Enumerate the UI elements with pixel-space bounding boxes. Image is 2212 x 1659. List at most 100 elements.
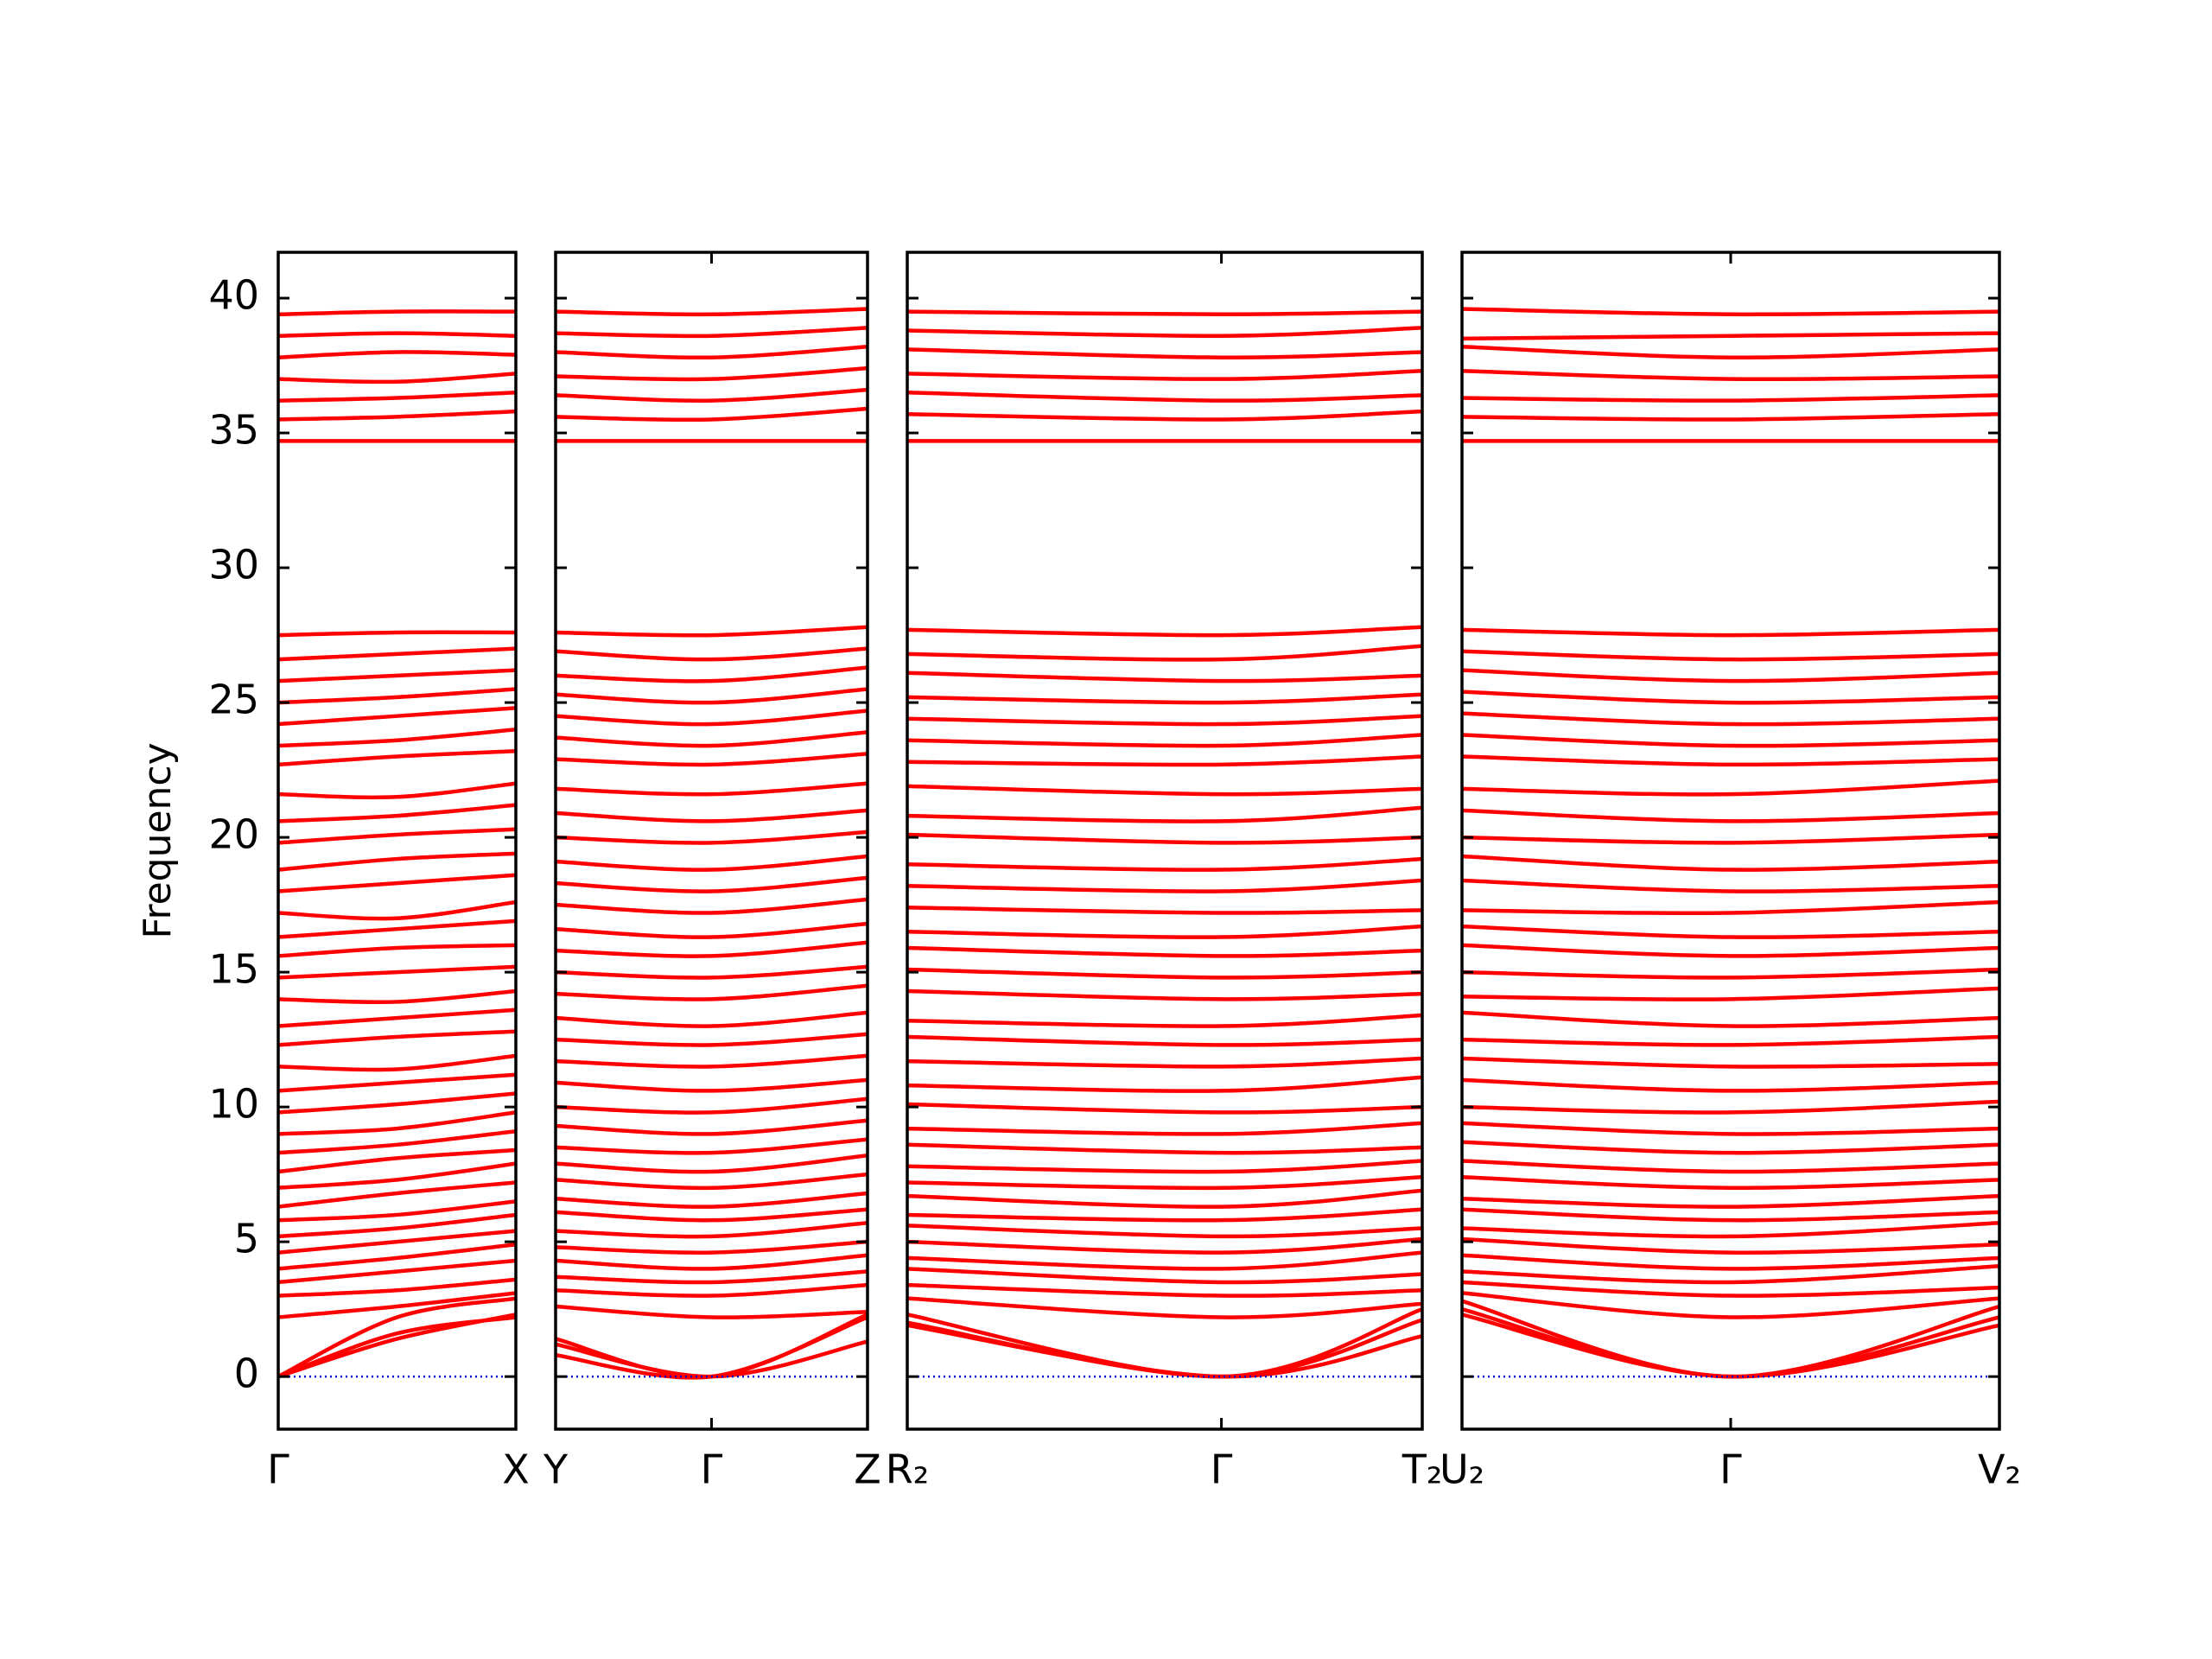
band-line xyxy=(907,1102,1422,1115)
x-tick-label: Γ xyxy=(267,1446,289,1493)
band-line xyxy=(907,1121,1422,1136)
band-line xyxy=(278,1161,516,1190)
band-line xyxy=(907,347,1422,359)
band-line xyxy=(556,1221,868,1239)
band-line xyxy=(1462,1299,1999,1379)
band-line xyxy=(556,1207,868,1223)
band-line xyxy=(907,409,1422,422)
band-line xyxy=(1462,1263,1999,1285)
band-line xyxy=(556,1053,868,1069)
band-line xyxy=(907,1282,1422,1298)
band-line xyxy=(1462,943,1999,958)
band-line xyxy=(278,1212,516,1239)
band-line xyxy=(556,1032,868,1047)
band-line xyxy=(1462,1207,1999,1223)
band-line xyxy=(907,878,1422,893)
band-line xyxy=(1462,986,1999,1001)
band-line xyxy=(907,644,1422,662)
band-line xyxy=(907,1175,1422,1191)
band-line xyxy=(1462,711,1999,727)
x-tick-label: Y xyxy=(543,1446,569,1493)
y-tick-label: 35 xyxy=(208,407,259,454)
band-line xyxy=(278,646,516,662)
band-line xyxy=(556,326,868,339)
band-line xyxy=(1462,899,1999,916)
band-line xyxy=(278,803,516,823)
band-line xyxy=(278,391,516,403)
band-line xyxy=(278,687,516,705)
band-line xyxy=(907,1250,1422,1271)
band-line xyxy=(556,1118,868,1136)
band-line xyxy=(1462,779,1999,797)
band-line xyxy=(556,854,868,872)
band-line xyxy=(1462,854,1999,872)
band-line xyxy=(278,1029,516,1047)
band-line xyxy=(556,983,868,1001)
band-line xyxy=(1462,1056,1999,1069)
band-line xyxy=(556,808,868,823)
band-line xyxy=(556,307,868,317)
band-line xyxy=(278,918,516,939)
band-line xyxy=(278,309,516,317)
band-line xyxy=(1462,369,1999,382)
band-line xyxy=(556,1304,868,1319)
y-tick-label: 30 xyxy=(208,542,259,588)
band-line xyxy=(556,687,868,705)
band-line xyxy=(278,1315,516,1379)
panel-frame xyxy=(276,251,518,1431)
band-line xyxy=(278,1229,516,1255)
band-line xyxy=(278,964,516,980)
band-line xyxy=(556,344,868,360)
band-line xyxy=(556,730,868,748)
band-line xyxy=(907,967,1422,980)
band-line xyxy=(556,387,868,403)
x-tick-label: Γ xyxy=(701,1446,723,1493)
band-line xyxy=(556,1253,868,1271)
band-line xyxy=(1462,1099,1999,1115)
band-line xyxy=(278,1180,516,1209)
band-line xyxy=(278,1296,516,1379)
band-line xyxy=(278,1258,516,1285)
y-tick-label: 25 xyxy=(208,677,259,723)
band-line xyxy=(278,331,516,338)
band-line xyxy=(1462,1221,1999,1239)
x-tick-label: Γ xyxy=(1719,1446,1742,1493)
band-line xyxy=(278,1243,516,1271)
band-line xyxy=(907,1307,1422,1379)
band-line xyxy=(1462,967,1999,980)
band-line xyxy=(556,1010,868,1028)
band-line xyxy=(556,665,868,683)
band-line xyxy=(556,781,868,797)
band-line xyxy=(556,921,868,939)
band-line xyxy=(907,1013,1422,1028)
band-line xyxy=(556,625,868,638)
band-line xyxy=(907,309,1422,317)
band-line xyxy=(1462,808,1999,823)
band-line xyxy=(278,873,516,893)
band-line xyxy=(278,827,516,845)
band-line xyxy=(278,1277,516,1298)
band-line xyxy=(1462,307,1999,317)
y-tick-label: 40 xyxy=(208,272,259,319)
bands xyxy=(278,309,516,1379)
band-line xyxy=(278,1199,516,1223)
band-line xyxy=(556,646,868,662)
band-line xyxy=(556,830,868,845)
band-line xyxy=(907,714,1422,727)
band-line xyxy=(278,1091,516,1115)
band-line xyxy=(278,728,516,748)
band-line xyxy=(907,1159,1422,1174)
band-line xyxy=(1462,1159,1999,1174)
band-line xyxy=(278,706,516,727)
band-line xyxy=(278,943,516,958)
band-line xyxy=(907,905,1422,915)
band-line xyxy=(278,988,516,1005)
band-line xyxy=(1462,1140,1999,1155)
band-line xyxy=(1462,832,1999,845)
y-tick-label: 20 xyxy=(208,811,259,858)
band-line xyxy=(1462,1193,1999,1209)
x-tick-label: V₂ xyxy=(1978,1446,2021,1493)
band-line xyxy=(1462,878,1999,893)
band-line xyxy=(278,668,516,683)
